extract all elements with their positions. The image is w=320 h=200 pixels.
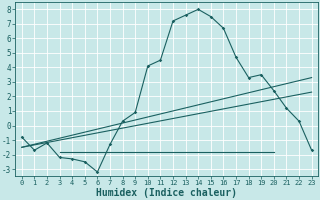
X-axis label: Humidex (Indice chaleur): Humidex (Indice chaleur) [96, 188, 237, 198]
